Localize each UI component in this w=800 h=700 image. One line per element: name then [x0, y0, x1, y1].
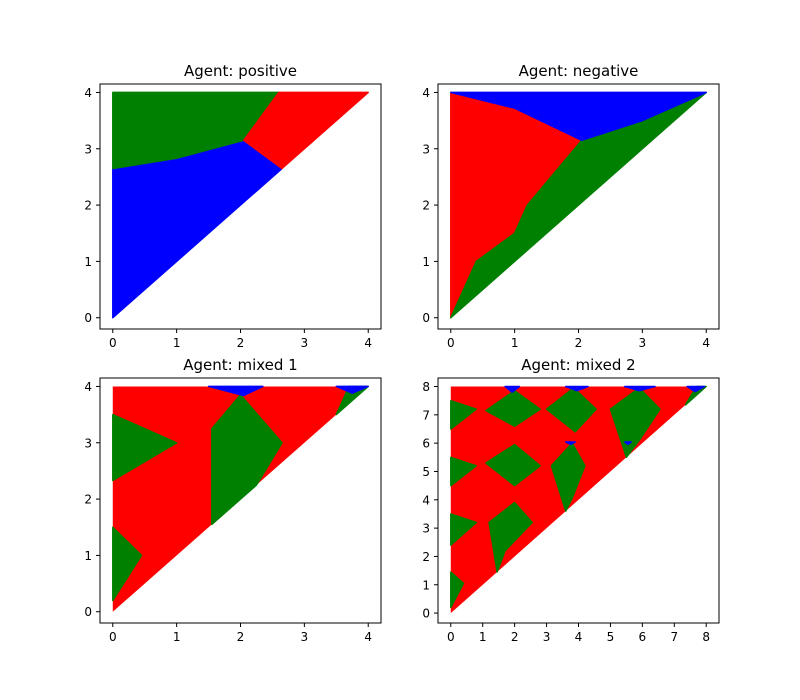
x-tick-label: 2	[237, 336, 245, 350]
region-green	[112, 413, 178, 482]
x-tick-label: 2	[237, 630, 245, 644]
region-green	[211, 394, 283, 526]
y-tick-label: 3	[84, 436, 92, 450]
y-tick-label: 2	[422, 199, 430, 213]
y-tick-label: 4	[84, 380, 92, 394]
x-tick-label: 8	[702, 630, 710, 644]
x-tick-label: 0	[447, 336, 455, 350]
region-blue	[504, 385, 521, 393]
subplot-title: Agent: negative	[519, 62, 639, 80]
region-blue	[624, 441, 632, 446]
region-blue	[564, 385, 589, 392]
region-blue	[686, 385, 706, 393]
x-tick-label: 0	[447, 630, 455, 644]
subplot-title: Agent: mixed 2	[521, 356, 635, 374]
x-tick-label: 1	[173, 336, 181, 350]
x-tick-label: 0	[109, 336, 117, 350]
subplot-mixed-1: Agent: mixed 1 0 1 2 3 4 0 1 2 3 4	[84, 356, 382, 644]
plot-area	[112, 385, 369, 612]
x-tick-label: 3	[543, 630, 551, 644]
y-tick-label: 7	[422, 408, 430, 422]
y-tick-label: 4	[422, 86, 430, 100]
region-green	[609, 387, 661, 459]
region-green	[112, 526, 143, 602]
region-blue	[112, 139, 283, 319]
region-red	[242, 91, 369, 170]
y-tick-label: 0	[422, 311, 430, 325]
x-tick-label: 2	[575, 336, 583, 350]
region-blue	[207, 385, 264, 397]
region-green	[450, 513, 478, 546]
region-green	[485, 443, 541, 487]
x-tick-label: 1	[173, 630, 181, 644]
subplot-mixed-2: Agent: mixed 2 0 1 2 3 4 5 6 7 8 0 1 2 3 4 5 6 7 8	[422, 356, 720, 644]
y-tick-label: 8	[422, 380, 430, 394]
x-tick-label: 6	[639, 630, 647, 644]
y-tick-label: 6	[422, 437, 430, 451]
region-green	[550, 442, 586, 512]
x-tick-label: 2	[511, 630, 519, 644]
y-tick-label: 4	[84, 86, 92, 100]
x-tick-label: 4	[702, 336, 710, 350]
y-tick-label: 1	[422, 578, 430, 592]
x-tick-label: 1	[511, 336, 519, 350]
x-tick-label: 3	[301, 336, 309, 350]
x-tick-label: 4	[364, 336, 372, 350]
x-tick-label: 4	[364, 630, 372, 644]
region-blue	[450, 91, 707, 142]
region-blue	[564, 441, 577, 446]
region-green	[450, 456, 478, 487]
y-tick-label: 2	[422, 550, 430, 564]
x-tick-label: 4	[575, 630, 583, 644]
y-tick-label: 2	[84, 493, 92, 507]
subplot-negative: Agent: negative 0 1 2 3 4 0 1 2 3 4	[422, 62, 720, 350]
x-tick-label: 3	[639, 336, 647, 350]
y-tick-label: 0	[84, 605, 92, 619]
region-green	[485, 389, 541, 427]
subplot-title: Agent: positive	[184, 62, 297, 80]
y-tick-label: 1	[84, 549, 92, 563]
subplot-title: Agent: mixed 1	[183, 356, 297, 374]
plot-area	[450, 385, 707, 614]
region-green	[450, 571, 465, 609]
y-tick-label: 1	[84, 255, 92, 269]
region-blue	[624, 385, 656, 392]
region-green	[545, 387, 597, 433]
region-red-base	[450, 386, 707, 614]
region-green	[450, 399, 478, 430]
x-tick-label: 5	[607, 630, 615, 644]
region-blue	[335, 385, 369, 394]
x-tick-label: 7	[670, 630, 678, 644]
region-green	[488, 501, 533, 573]
plot-area	[450, 91, 707, 319]
y-tick-label: 3	[422, 522, 430, 536]
subplot-positive: Agent: positive 0 1 2 3 4 0 1 2 3 4	[84, 62, 382, 350]
y-tick-label: 0	[84, 311, 92, 325]
y-tick-label: 1	[422, 255, 430, 269]
y-tick-label: 0	[422, 607, 430, 621]
x-tick-label: 3	[301, 630, 309, 644]
y-tick-label: 3	[84, 142, 92, 156]
y-tick-label: 5	[422, 465, 430, 479]
x-tick-label: 1	[479, 630, 487, 644]
y-tick-label: 2	[84, 199, 92, 213]
plot-area	[112, 91, 369, 319]
x-tick-label: 0	[109, 630, 117, 644]
y-tick-label: 3	[422, 142, 430, 156]
y-tick-label: 4	[422, 493, 430, 507]
